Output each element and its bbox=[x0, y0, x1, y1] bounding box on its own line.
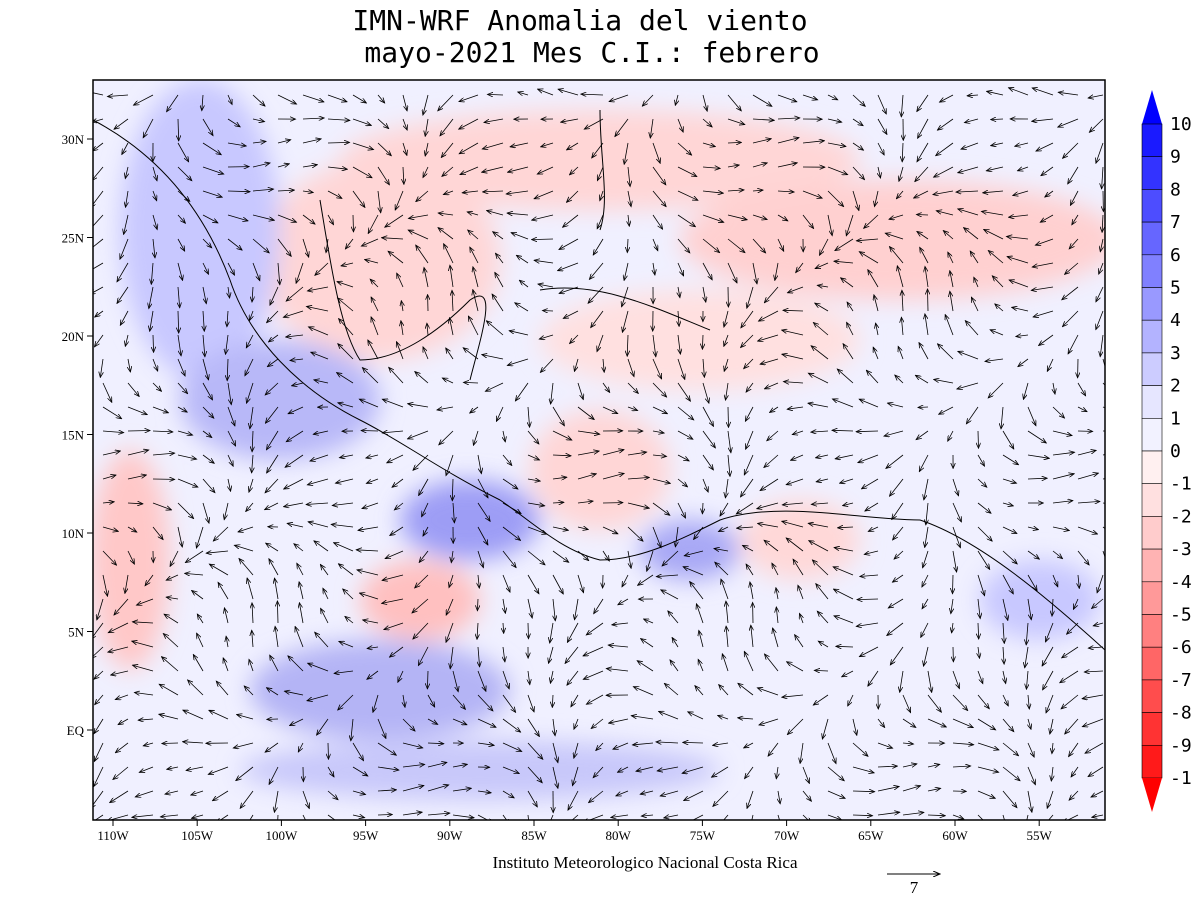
title-line1: IMN-WRF Anomalia del viento bbox=[352, 4, 807, 37]
title-line2: mayo-2021 Mes C.I.: febrero bbox=[364, 36, 819, 69]
colorbar-label: 3 bbox=[1170, 343, 1181, 364]
lon-label: 65W bbox=[858, 828, 884, 843]
colorbar-label: -2 bbox=[1170, 506, 1192, 527]
lon-label: 80W bbox=[606, 828, 632, 843]
colorbar-label: -9 bbox=[1170, 735, 1192, 756]
colorbar-box bbox=[1142, 745, 1162, 778]
colorbar-triangle bbox=[1142, 90, 1162, 124]
colorbar-label: 10 bbox=[1170, 114, 1192, 135]
colorbar-box bbox=[1142, 484, 1162, 517]
lat-label: 20N bbox=[62, 329, 85, 344]
colorbar-box bbox=[1142, 647, 1162, 680]
lat-label: 15N bbox=[62, 428, 85, 443]
wind-arrow bbox=[978, 431, 979, 448]
wind-arrow bbox=[162, 743, 178, 744]
wind-arrow bbox=[528, 623, 529, 639]
wind-arrow bbox=[361, 431, 378, 432]
wind-arrow bbox=[918, 407, 928, 408]
lon-label: 75W bbox=[690, 828, 716, 843]
colorbar-box bbox=[1142, 418, 1162, 451]
wind-arrow bbox=[928, 289, 929, 311]
lon-axis: 110W 105W 100W 95W 90W 85W 80W 75W 70W 65W 60W 55W bbox=[97, 820, 1052, 843]
colorbar-label: 8 bbox=[1170, 179, 1181, 200]
colorbar-label: -6 bbox=[1170, 637, 1192, 658]
lon-label: 85W bbox=[521, 828, 547, 843]
colorbar-label: -1 bbox=[1170, 768, 1192, 789]
lat-label: EQ bbox=[67, 723, 85, 738]
colorbar-label: 9 bbox=[1170, 147, 1181, 168]
colorbar-box bbox=[1142, 320, 1162, 353]
lat-label: 30N bbox=[62, 132, 85, 147]
lon-label: 110W bbox=[97, 828, 129, 843]
colorbar-label: 0 bbox=[1170, 441, 1181, 462]
colorbar-box bbox=[1142, 549, 1162, 582]
wind-arrow bbox=[543, 311, 554, 312]
colorbar-label: -3 bbox=[1170, 539, 1192, 560]
wind-arrow bbox=[728, 407, 729, 427]
colorbar-label: 6 bbox=[1170, 245, 1181, 266]
colorbar-box bbox=[1142, 353, 1162, 386]
reference-label: 7 bbox=[910, 878, 919, 897]
wind-arrow bbox=[353, 215, 354, 232]
wind-arrow bbox=[378, 815, 392, 816]
lon-label: 100W bbox=[266, 828, 299, 843]
colorbar-label: 5 bbox=[1170, 278, 1181, 299]
lat-label: 10N bbox=[62, 526, 85, 541]
colorbar-label: -5 bbox=[1170, 605, 1192, 626]
lat-label: 5N bbox=[68, 625, 85, 640]
map-field bbox=[86, 80, 1123, 837]
colorbar-box bbox=[1142, 582, 1162, 615]
footer: Instituto Meteorologico Nacional Costa R… bbox=[493, 853, 798, 872]
lon-label: 55W bbox=[1027, 828, 1053, 843]
colorbar-label: -7 bbox=[1170, 670, 1192, 691]
colorbar-triangle bbox=[1142, 778, 1162, 812]
colorbar-box bbox=[1142, 157, 1162, 190]
colorbar-label: -1 bbox=[1170, 474, 1192, 495]
lon-label: 90W bbox=[437, 828, 463, 843]
colorbar-box bbox=[1142, 222, 1162, 255]
lat-label: 25N bbox=[62, 231, 85, 246]
lat-axis: 30N 25N 20N 15N 10N 5N EQ bbox=[62, 132, 93, 738]
colorbar-box bbox=[1142, 124, 1162, 157]
colorbar-box bbox=[1142, 255, 1162, 288]
wind-arrow bbox=[328, 743, 329, 759]
lon-label: 60W bbox=[942, 828, 968, 843]
colorbar-box bbox=[1142, 189, 1162, 222]
colorbar-box bbox=[1142, 713, 1162, 746]
wind-arrow bbox=[128, 431, 150, 432]
colorbar-box bbox=[1142, 288, 1162, 321]
colorbar-label: 2 bbox=[1170, 376, 1181, 397]
colorbar-box bbox=[1142, 615, 1162, 648]
lon-label: 105W bbox=[181, 828, 214, 843]
lon-label: 70W bbox=[774, 828, 800, 843]
colorbar-box bbox=[1142, 386, 1162, 419]
colorbar-label: -8 bbox=[1170, 703, 1192, 724]
colorbar-label: 7 bbox=[1170, 212, 1181, 233]
wind-arrow bbox=[953, 575, 954, 594]
wind-arrow bbox=[917, 215, 929, 216]
colorbar-label: -4 bbox=[1170, 572, 1192, 593]
colorbar-label: 4 bbox=[1170, 310, 1181, 331]
colorbar-box bbox=[1142, 680, 1162, 713]
colorbar-box bbox=[1142, 451, 1162, 484]
colorbar-box bbox=[1142, 516, 1162, 549]
colorbar-label: 1 bbox=[1170, 408, 1181, 429]
lon-label: 95W bbox=[353, 828, 379, 843]
wind-arrow bbox=[1103, 503, 1124, 506]
